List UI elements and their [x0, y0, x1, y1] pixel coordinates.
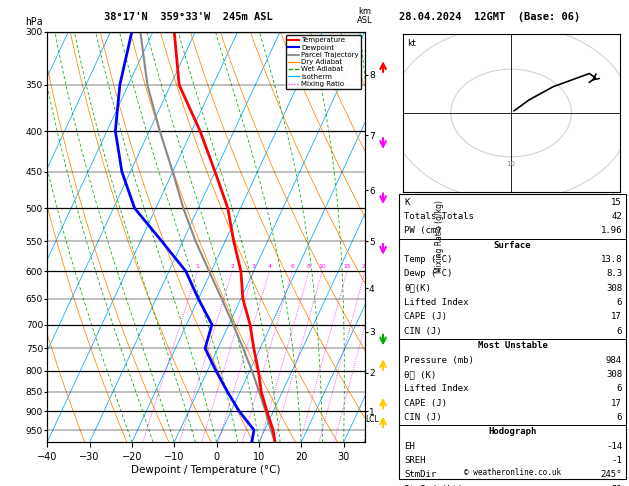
Text: 245°: 245° [601, 470, 622, 479]
Text: 28.04.2024  12GMT  (Base: 06): 28.04.2024 12GMT (Base: 06) [399, 12, 581, 22]
Text: CAPE (J): CAPE (J) [404, 399, 447, 408]
Text: hPa: hPa [25, 17, 43, 28]
Legend: Temperature, Dewpoint, Parcel Trajectory, Dry Adiabat, Wet Adiabat, Isotherm, Mi: Temperature, Dewpoint, Parcel Trajectory… [286, 35, 361, 89]
Text: CIN (J): CIN (J) [404, 327, 442, 336]
Text: 15: 15 [343, 264, 351, 269]
Text: 38°17'N  359°33'W  245m ASL: 38°17'N 359°33'W 245m ASL [104, 12, 272, 22]
Text: Lifted Index: Lifted Index [404, 298, 469, 307]
Text: 3: 3 [252, 264, 255, 269]
Text: PW (cm): PW (cm) [404, 226, 442, 236]
Text: 42: 42 [611, 212, 622, 221]
Text: 8.3: 8.3 [606, 269, 622, 278]
Text: SREH: SREH [404, 456, 426, 465]
Text: Hodograph: Hodograph [489, 427, 537, 436]
Text: K: K [404, 198, 410, 207]
Text: 6: 6 [616, 384, 622, 393]
Text: 1.96: 1.96 [601, 226, 622, 236]
Text: 6: 6 [616, 413, 622, 422]
Text: Totals Totals: Totals Totals [404, 212, 474, 221]
Text: 15: 15 [611, 198, 622, 207]
Text: 6: 6 [291, 264, 294, 269]
Text: 10: 10 [506, 161, 516, 167]
Text: StmSpd (kt): StmSpd (kt) [404, 485, 464, 486]
Text: 20: 20 [506, 205, 516, 211]
Text: 308: 308 [606, 284, 622, 293]
Text: LCL: LCL [365, 415, 379, 423]
Text: Surface: Surface [494, 241, 532, 250]
Text: 8: 8 [307, 264, 311, 269]
Text: 17: 17 [611, 399, 622, 408]
Text: StmDir: StmDir [404, 470, 437, 479]
Text: θᴄ(K): θᴄ(K) [404, 284, 431, 293]
Text: Dewp (°C): Dewp (°C) [404, 269, 453, 278]
Text: 1: 1 [196, 264, 199, 269]
Text: EH: EH [404, 441, 415, 451]
Text: Most Unstable: Most Unstable [477, 341, 548, 350]
Text: -1: -1 [611, 456, 622, 465]
X-axis label: Dewpoint / Temperature (°C): Dewpoint / Temperature (°C) [131, 465, 281, 475]
Text: kt: kt [407, 39, 416, 48]
Text: 20: 20 [361, 264, 369, 269]
Text: Pressure (mb): Pressure (mb) [404, 355, 474, 364]
Text: km
ASL: km ASL [357, 7, 372, 25]
Text: CIN (J): CIN (J) [404, 413, 442, 422]
Text: 6: 6 [616, 327, 622, 336]
Text: © weatheronline.co.uk: © weatheronline.co.uk [464, 468, 561, 477]
Text: 21: 21 [611, 485, 622, 486]
Text: 6: 6 [616, 298, 622, 307]
Text: CAPE (J): CAPE (J) [404, 312, 447, 322]
Text: 984: 984 [606, 355, 622, 364]
Text: 2: 2 [230, 264, 234, 269]
Text: 4: 4 [267, 264, 271, 269]
Text: Lifted Index: Lifted Index [404, 384, 469, 393]
Text: 13.8: 13.8 [601, 255, 622, 264]
Text: 308: 308 [606, 370, 622, 379]
Text: -14: -14 [606, 441, 622, 451]
Text: Mixing Ratio (g/kg): Mixing Ratio (g/kg) [435, 200, 443, 274]
Text: 17: 17 [611, 312, 622, 322]
Text: 10: 10 [318, 264, 326, 269]
Text: θᴄ (K): θᴄ (K) [404, 370, 437, 379]
Text: Temp (°C): Temp (°C) [404, 255, 453, 264]
